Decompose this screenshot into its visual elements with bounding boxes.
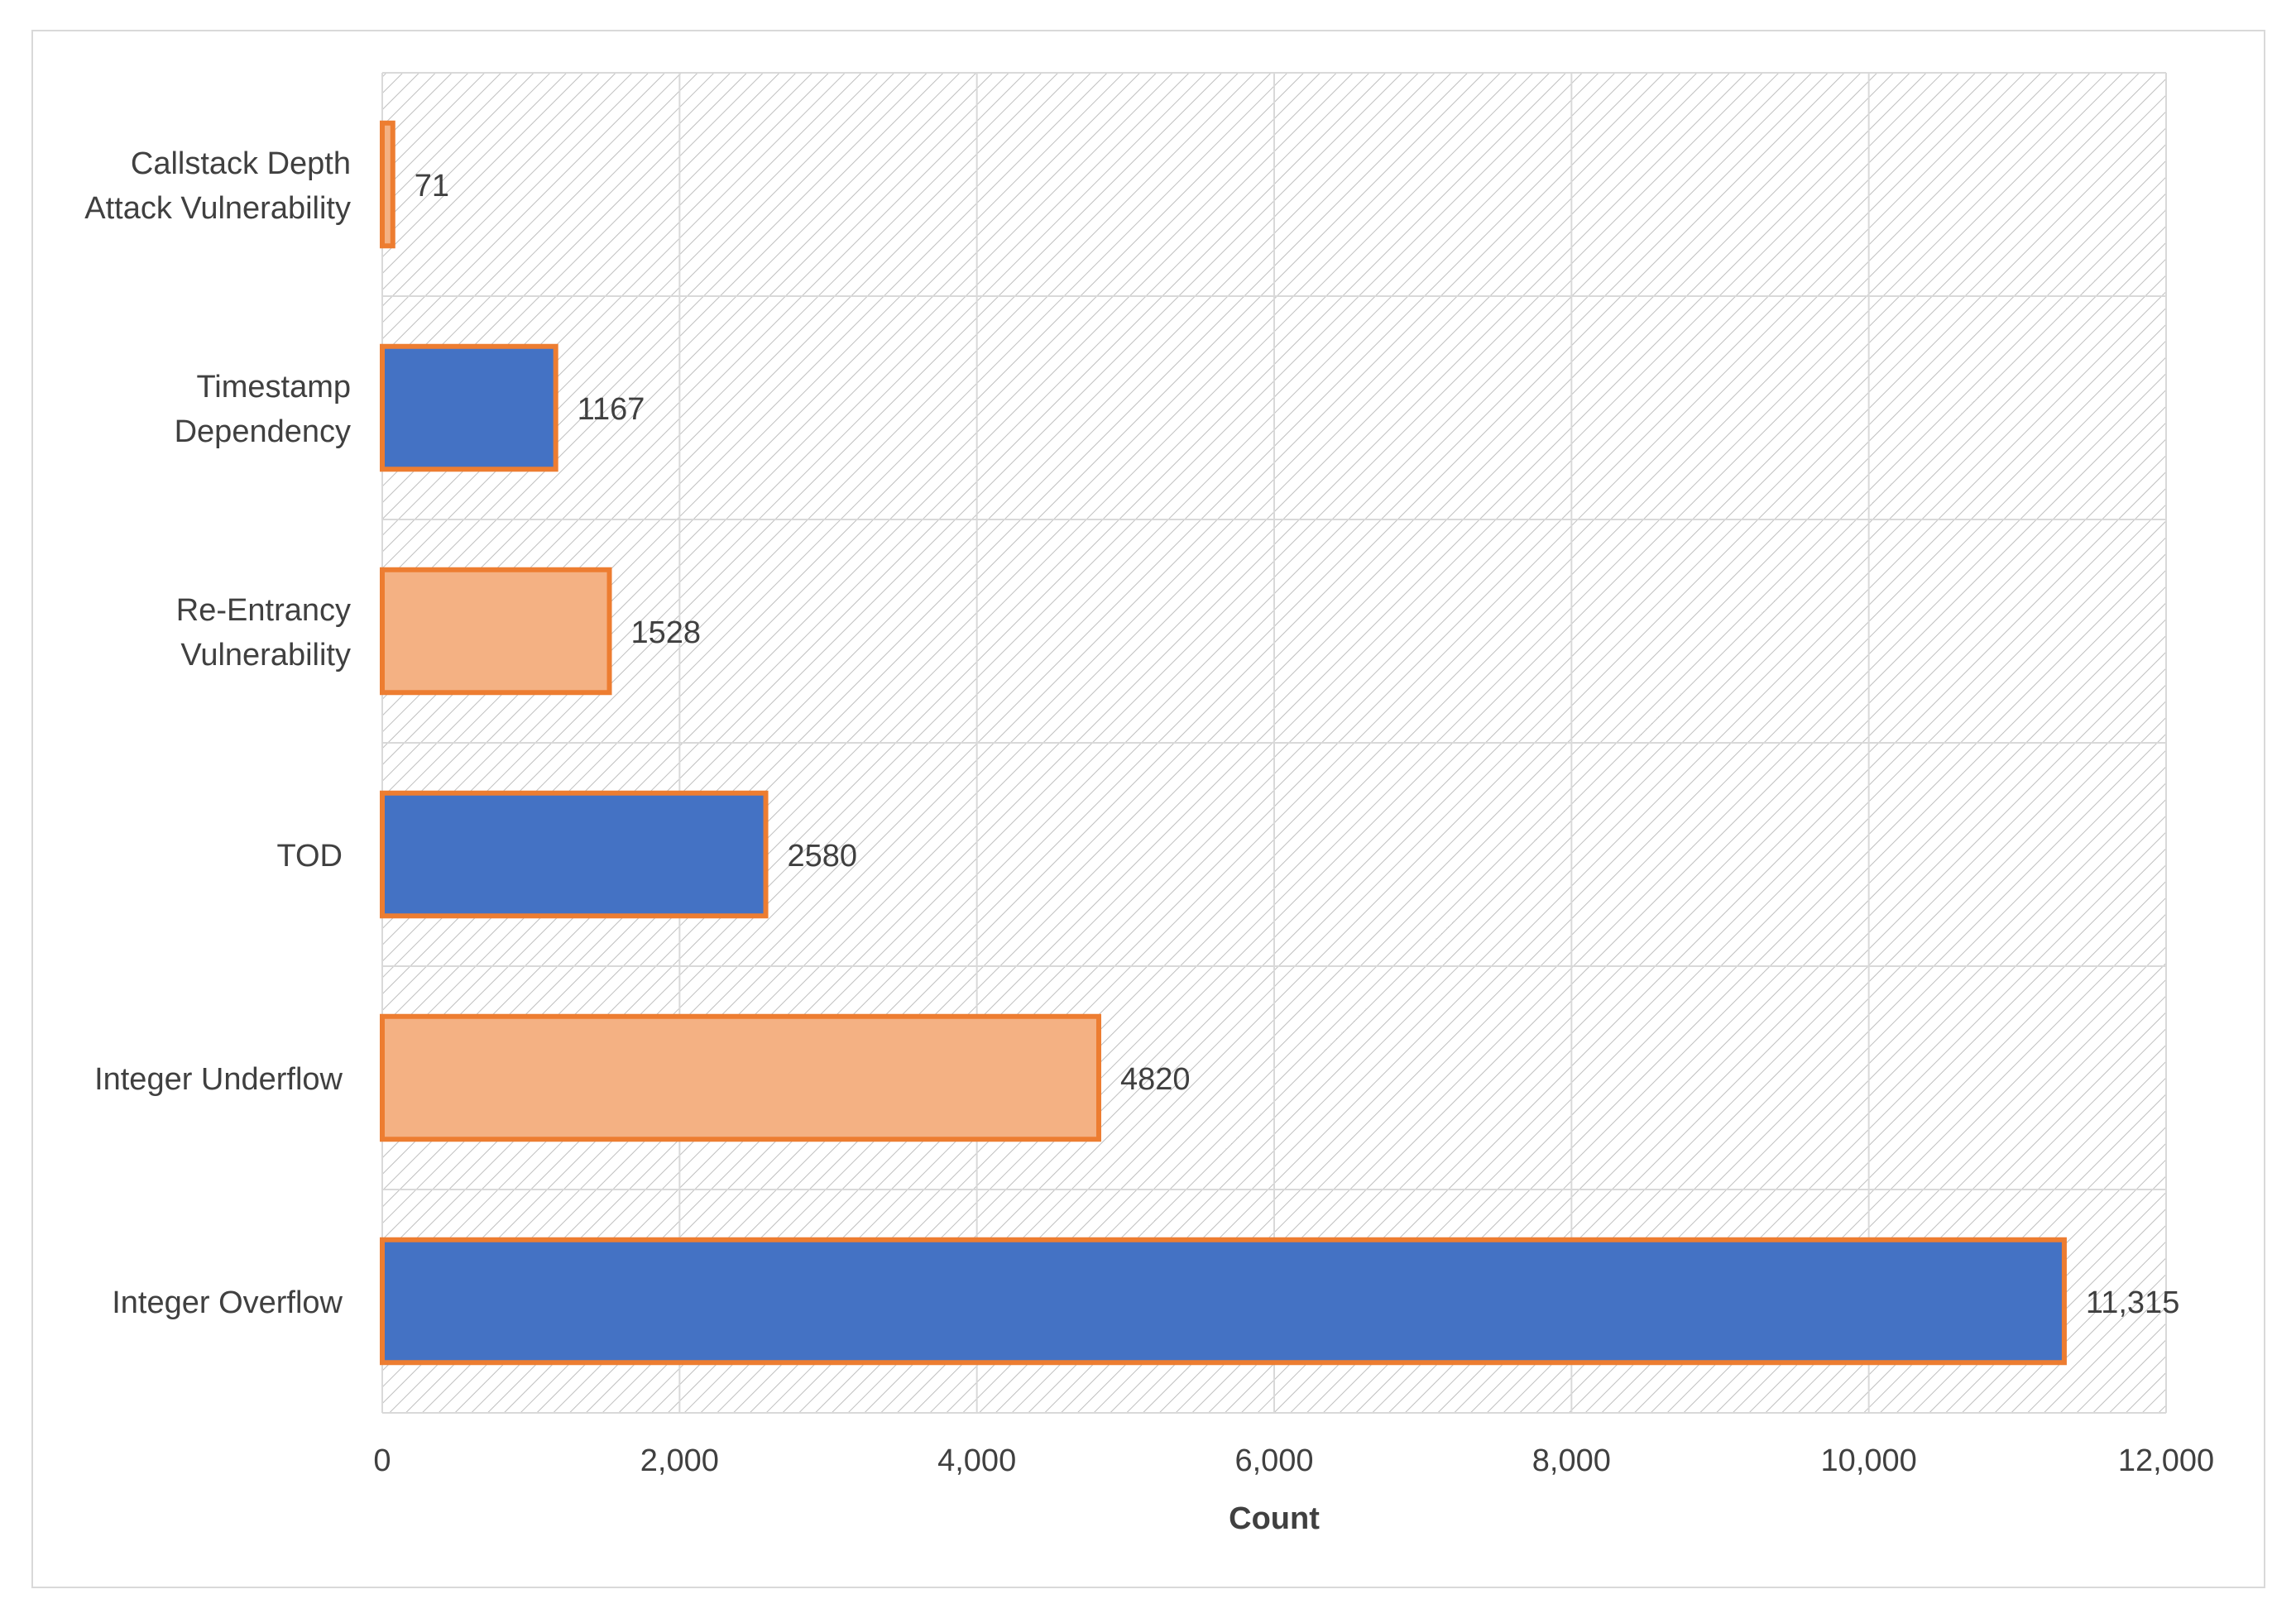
category-label: Timestamp Dependency — [175, 370, 351, 449]
data-label: 1167 — [578, 392, 645, 427]
category-label: Integer Underflow — [94, 1062, 343, 1097]
bar — [380, 567, 612, 696]
x-tick-label: 2,000 — [640, 1443, 719, 1478]
x-tick-label: 6,000 — [1234, 1443, 1313, 1478]
category-label: Callstack Depth Attack Vulnerability — [84, 146, 351, 226]
data-label: 71 — [415, 169, 449, 203]
x-tick-label: 4,000 — [937, 1443, 1016, 1478]
category-label: Re-Entrancy Vulnerability — [176, 593, 351, 673]
data-label: 1528 — [631, 615, 702, 650]
category-label: TOD — [276, 839, 343, 874]
data-label: 11,315 — [2086, 1285, 2179, 1320]
bar — [380, 343, 558, 472]
data-label: 2580 — [788, 839, 858, 874]
bar — [380, 790, 769, 919]
bar — [380, 1237, 2067, 1366]
x-axis-title: Count — [1229, 1501, 1320, 1536]
x-tick-label: 12,000 — [2118, 1443, 2214, 1478]
data-label: 4820 — [1120, 1062, 1191, 1097]
bar — [380, 120, 395, 249]
x-tick-label: 8,000 — [1532, 1443, 1611, 1478]
bar — [380, 1013, 1101, 1142]
x-tick-label: 0 — [373, 1443, 391, 1478]
category-label: Integer Overflow — [112, 1285, 343, 1320]
x-tick-label: 10,000 — [1821, 1443, 1917, 1478]
